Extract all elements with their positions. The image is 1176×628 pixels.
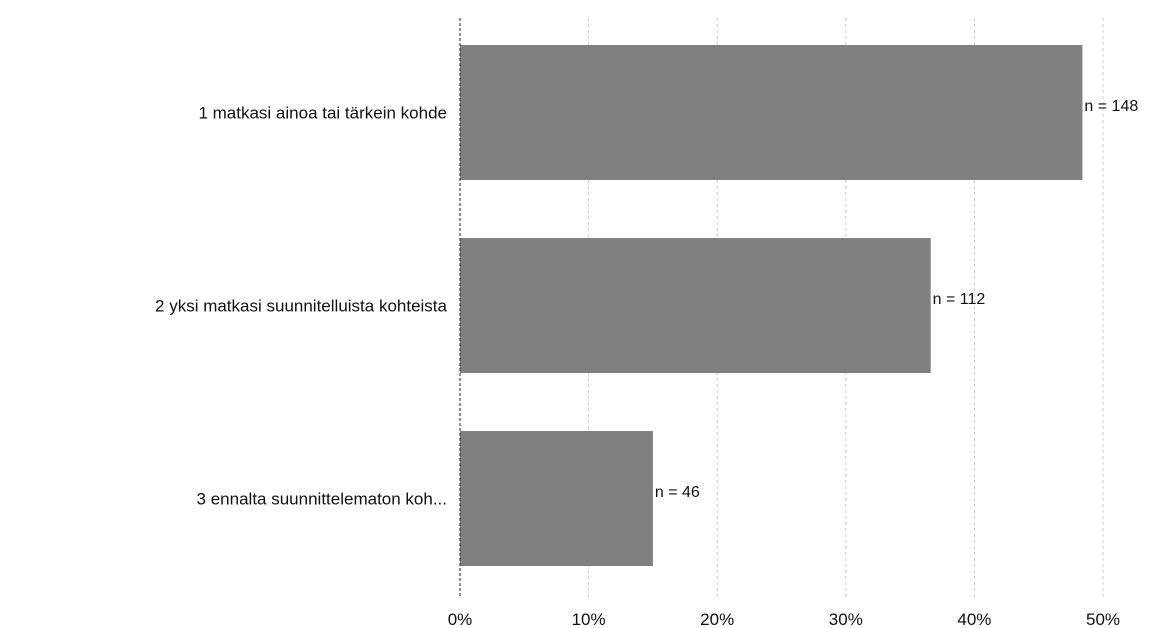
x-tick-label: 40% [957, 610, 991, 628]
category-label: 3 ennalta suunnittelematon koh... [197, 490, 447, 509]
bar [460, 238, 931, 373]
category-label: 1 matkasi ainoa tai tärkein kohde [198, 104, 447, 123]
data-label: n = 112 [933, 291, 986, 308]
data-label: n = 46 [655, 484, 700, 501]
category-labels: 1 matkasi ainoa tai tärkein kohde 2 yksi … [155, 104, 448, 509]
data-label: n = 148 [1084, 98, 1138, 115]
bars [460, 45, 1083, 566]
x-tick-label: 10% [572, 610, 606, 628]
bar [460, 45, 1083, 180]
category-label: 2 yksi matkasi suunnitelluista kohteista [155, 297, 448, 316]
data-labels: n = 148 n = 112 n = 46 [655, 98, 1138, 501]
x-tick-label: 30% [829, 610, 863, 628]
x-tick-label: 50% [1086, 610, 1120, 628]
x-tick-label: 20% [700, 610, 734, 628]
x-tick-labels: 0% 10% 20% 30% 40% 50% [448, 610, 1120, 628]
bar [460, 431, 653, 566]
x-tick-label: 0% [448, 610, 473, 628]
